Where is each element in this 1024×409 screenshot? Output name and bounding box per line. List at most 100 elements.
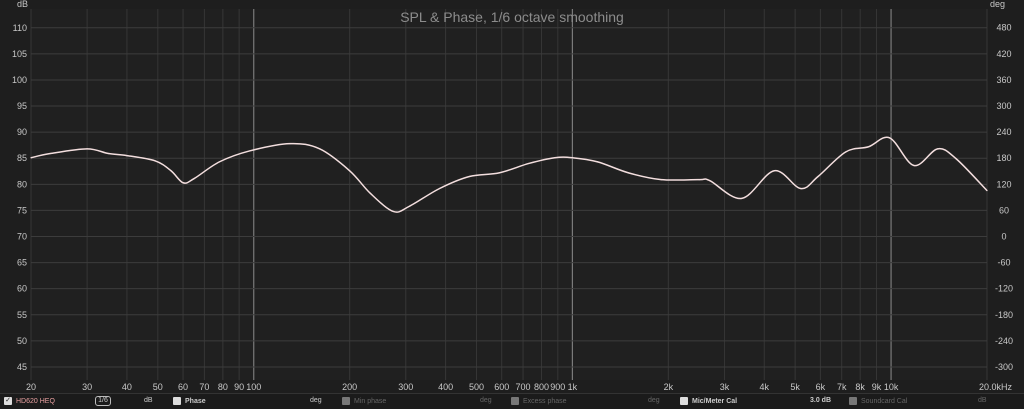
data-point [986, 189, 988, 192]
x-tick-label: 900 [550, 382, 565, 392]
data-point [867, 146, 870, 148]
min-phase-unit: deg [480, 397, 492, 404]
y-right-tick-label: -60 [997, 258, 1010, 268]
data-point [86, 148, 88, 150]
data-point [30, 157, 32, 159]
data-point [698, 179, 700, 181]
checkbox-icon[interactable] [680, 397, 688, 405]
y-right-tick-label: 120 [996, 179, 1011, 189]
y-left-tick-label: 70 [17, 232, 27, 242]
x-tick-label: 90 [234, 382, 244, 392]
y-left-tick-label: 45 [17, 362, 27, 372]
y-left-tick-label: 75 [17, 205, 27, 215]
data-point [955, 158, 957, 160]
trace-unit: dB [144, 397, 153, 404]
y-left-tick-label: 50 [17, 336, 27, 346]
data-point [468, 175, 470, 178]
trace-toggle[interactable]: ✓ HD620 HEQ [4, 397, 55, 405]
soundcard-cal-toggle[interactable]: Soundcard Cal [849, 397, 907, 405]
y-right-tick-label: -120 [995, 284, 1013, 294]
y-left-tick-label: 80 [17, 179, 27, 189]
data-point [817, 175, 819, 178]
soundcard-cal-unit: dB [978, 397, 987, 404]
data-point [392, 210, 394, 213]
data-point [126, 155, 128, 157]
x-tick-label: 5k [790, 382, 800, 392]
phase-toggle[interactable]: Phase [173, 397, 206, 405]
x-tick-label: 6k [816, 382, 826, 392]
y-left-tick-label: 100 [12, 75, 27, 85]
data-point [408, 205, 411, 207]
x-tick-label: 80 [218, 382, 228, 392]
y-left-tick-label: 65 [17, 258, 27, 268]
data-point [107, 152, 110, 155]
x-tick-label: 800 [534, 382, 549, 392]
data-point [627, 172, 630, 174]
excess-phase-toggle[interactable]: Excess phase [511, 397, 567, 405]
checkbox-icon[interactable] [849, 397, 857, 405]
y-right-tick-label: 480 [996, 23, 1011, 33]
data-point [845, 151, 847, 153]
checkbox-icon[interactable] [173, 397, 181, 405]
min-phase-toggle[interactable]: Min phase [342, 397, 386, 405]
x-tick-label: 60 [178, 382, 188, 392]
x-tick-label: 20.0kHz [979, 382, 1013, 392]
y-right-tick-label: -300 [995, 362, 1013, 372]
plot-area [31, 9, 987, 380]
x-tick-label: 20 [26, 382, 36, 392]
data-point [438, 187, 441, 190]
data-point [528, 162, 530, 165]
data-point [218, 161, 220, 163]
legend-bar: ✓ HD620 HEQ 1/6 dB Phase deg Min phase de… [0, 393, 1024, 409]
x-tick-label: 500 [469, 382, 484, 392]
excess-phase-unit: deg [648, 397, 660, 404]
min-phase-label: Min phase [354, 397, 387, 405]
trace-name: HD620 HEQ [16, 397, 55, 405]
spl-chart[interactable]: 110 105 100 95 90 85 80 75 70 65 60 55 50 45 480 420 360… [0, 0, 1024, 393]
y-right-tick-label: 420 [996, 49, 1011, 59]
x-tick-label: 2k [664, 382, 674, 392]
checkbox-checked-icon[interactable]: ✓ [4, 397, 12, 405]
x-tick-label: 600 [494, 382, 509, 392]
data-point [349, 170, 351, 172]
data-point [554, 157, 556, 159]
x-tick-label: 40 [122, 382, 132, 392]
y-left-tick-label: 95 [17, 101, 27, 111]
y-left-tick-label: 90 [17, 127, 27, 137]
x-tick-label: 8k [855, 382, 865, 392]
data-point [597, 161, 599, 163]
x-tick-label: 300 [398, 382, 413, 392]
y-right-tick-label: 60 [999, 205, 1009, 215]
phase-unit: deg [310, 397, 322, 404]
series-layer [30, 136, 988, 213]
smoothing-indicator[interactable]: 1/6 [95, 396, 111, 406]
x-tick-label: 700 [516, 382, 531, 392]
checkbox-icon[interactable] [511, 397, 519, 405]
mic-cal-toggle[interactable]: Mic/Meter Cal [680, 397, 737, 405]
chart-title: SPL & Phase, 1/6 octave smoothing [400, 9, 624, 25]
data-point [937, 148, 939, 150]
data-point [660, 179, 662, 181]
excess-phase-label: Excess phase [523, 397, 567, 405]
y-right-tick-label: 360 [996, 75, 1011, 85]
y-left-tick-label: 55 [17, 310, 27, 320]
data-point [369, 192, 371, 194]
x-tick-label: 50 [153, 382, 163, 392]
y-right-tick-label: -240 [995, 336, 1013, 346]
y-right-tick-label: -180 [995, 310, 1013, 320]
y-right-tick-label: 300 [996, 101, 1011, 111]
data-point [709, 180, 711, 182]
x-tick-label: 4k [760, 382, 770, 392]
y-left-tick-label: 85 [17, 153, 27, 163]
checkbox-icon[interactable] [342, 397, 350, 405]
data-point [319, 148, 321, 150]
data-point [154, 160, 156, 162]
y-left-tick-label: 60 [17, 284, 27, 294]
data-point [741, 197, 743, 200]
y-left-unit: dB [17, 0, 28, 9]
y-right-unit: deg [990, 0, 1005, 9]
x-tick-label: 1k [568, 382, 578, 392]
data-point [889, 137, 891, 139]
data-point [182, 182, 184, 184]
x-tick-label: 7k [837, 382, 847, 392]
